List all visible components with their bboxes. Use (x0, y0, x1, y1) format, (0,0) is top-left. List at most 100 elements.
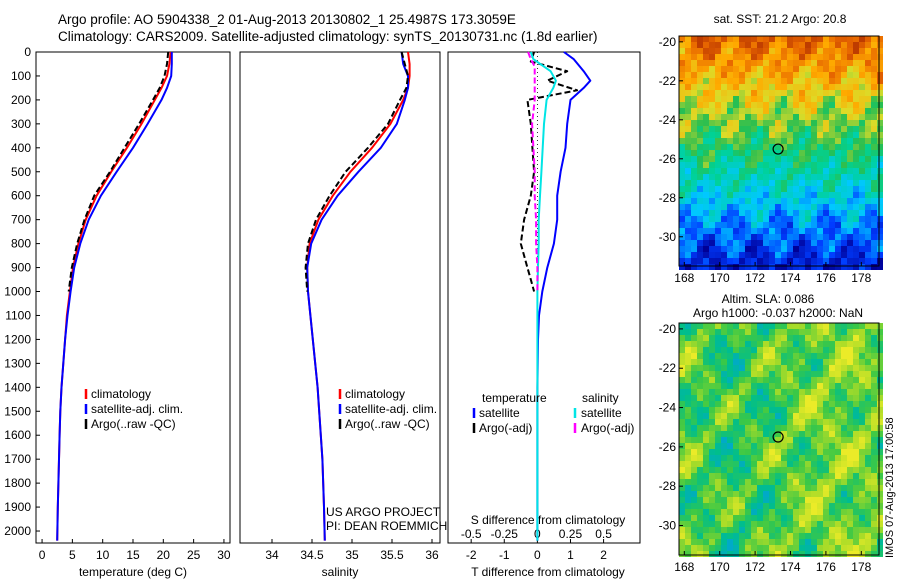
map-cell (739, 48, 745, 54)
temperature-tick-label: 5 (69, 548, 76, 562)
map-cell (715, 473, 721, 479)
map-cell (829, 473, 835, 479)
map-cell (817, 407, 823, 413)
map-cell (865, 198, 871, 204)
map-cell (751, 102, 757, 108)
map-cell (871, 144, 877, 150)
map-cell (835, 96, 841, 102)
map-cell (823, 78, 829, 84)
map-cell (745, 401, 751, 407)
map-cell (727, 497, 733, 503)
map-cell (739, 449, 745, 455)
map-cell (841, 479, 847, 485)
map-cell (799, 533, 805, 539)
map-cell (811, 240, 817, 246)
map-cell (757, 503, 763, 509)
map-cell (691, 36, 697, 42)
map-cell (691, 521, 697, 527)
map-cell (871, 90, 877, 96)
map-lat-tick-label: -22 (659, 361, 677, 375)
map-cell (697, 461, 703, 467)
map-cell (829, 443, 835, 449)
map-cell (685, 72, 691, 78)
map-cell (733, 347, 739, 353)
map-cell (769, 186, 775, 192)
map-cell (847, 168, 853, 174)
map-cell (757, 66, 763, 72)
map-cell (817, 204, 823, 210)
map-cell (763, 509, 769, 515)
map-cell (805, 138, 811, 144)
map-cell (685, 509, 691, 515)
map-cell (691, 198, 697, 204)
map-cell (697, 84, 703, 90)
map-cell (709, 234, 715, 240)
map-cell (685, 413, 691, 419)
map-cell (697, 174, 703, 180)
map-cell (865, 126, 871, 132)
map-cell (757, 443, 763, 449)
map-cell (721, 252, 727, 258)
map-cell (823, 138, 829, 144)
map-cell (799, 443, 805, 449)
map-cell (709, 401, 715, 407)
map-cell (745, 168, 751, 174)
map-cell (781, 96, 787, 102)
map-cell (817, 240, 823, 246)
map-cell (865, 347, 871, 353)
map-cell (805, 449, 811, 455)
map-cell (721, 383, 727, 389)
map-cell (709, 132, 715, 138)
map-cell (787, 539, 793, 545)
difference-tick-label: 0 (534, 548, 541, 562)
map-cell (679, 371, 685, 377)
map-cell (739, 198, 745, 204)
map-cell (739, 210, 745, 216)
map-cell (709, 407, 715, 413)
map-cell (853, 42, 859, 48)
map-cell (823, 341, 829, 347)
map-cell (877, 371, 883, 377)
depth-tick-label: 1700 (4, 452, 31, 466)
map-cell (829, 114, 835, 120)
map-cell (805, 479, 811, 485)
map-cell (871, 240, 877, 246)
map-cell (775, 264, 781, 270)
map-cell (709, 186, 715, 192)
map-cell (685, 461, 691, 467)
map-cell (691, 335, 697, 341)
map-cell (865, 425, 871, 431)
map-cell (853, 180, 859, 186)
map-cell (715, 198, 721, 204)
map-cell (835, 443, 841, 449)
map-cell (763, 198, 769, 204)
map-cell (727, 407, 733, 413)
map-cell (811, 359, 817, 365)
map-cell (877, 144, 883, 150)
map-cell (703, 497, 709, 503)
map-cell (847, 365, 853, 371)
map-cell (835, 42, 841, 48)
map-cell (817, 401, 823, 407)
map-cell (769, 353, 775, 359)
map-cell (823, 407, 829, 413)
map-cell (697, 509, 703, 515)
map-cell (727, 180, 733, 186)
map-cell (751, 533, 757, 539)
map-cell (745, 473, 751, 479)
map-cell (811, 545, 817, 551)
map-cell (733, 509, 739, 515)
map-cell (727, 413, 733, 419)
map-cell (763, 120, 769, 126)
map-cell (703, 258, 709, 264)
map-cell (745, 108, 751, 114)
map-cell (757, 515, 763, 521)
map-cell (871, 527, 877, 533)
map-cell (817, 198, 823, 204)
difference-tick-label: 1 (567, 548, 574, 562)
map-cell (769, 461, 775, 467)
map-cell (799, 234, 805, 240)
map-cell (811, 473, 817, 479)
map-cell (829, 108, 835, 114)
map-cell (691, 443, 697, 449)
